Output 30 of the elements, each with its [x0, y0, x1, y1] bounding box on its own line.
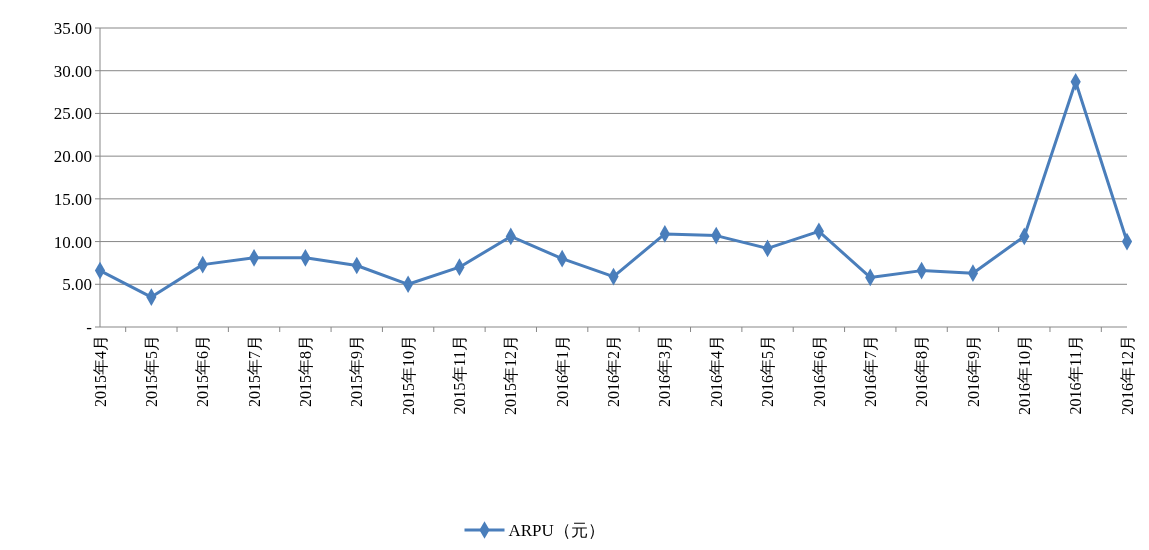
x-tick-label: 2016年7月 — [861, 335, 879, 407]
x-tick-label: 2016年5月 — [759, 335, 777, 407]
y-tick-label: 10.00 — [53, 232, 92, 252]
y-tick-label: 30.00 — [53, 61, 92, 81]
x-tick-label: 2016年6月 — [810, 335, 828, 407]
x-tick-label: 2015年7月 — [245, 335, 263, 407]
y-tick-label: 25.00 — [53, 104, 92, 124]
x-tick-label: 2015年5月 — [142, 335, 160, 407]
y-tick-label: 15.00 — [53, 189, 92, 209]
x-tick-label: 2016年11月 — [1067, 335, 1085, 415]
x-tick-label: 2015年12月 — [502, 335, 520, 415]
x-tick-label: 2016年4月 — [707, 335, 725, 407]
x-tick-label: 2016年10月 — [1015, 335, 1033, 415]
y-tick-label: - — [86, 317, 93, 337]
x-tick-label: 2015年4月 — [91, 335, 109, 407]
y-tick-label: 20.00 — [53, 147, 92, 167]
x-tick-label: 2016年12月 — [1118, 335, 1136, 415]
x-tick-label: 2016年9月 — [964, 335, 982, 407]
y-tick-label: 35.00 — [53, 18, 92, 38]
x-tick-label: 2015年10月 — [399, 335, 417, 415]
legend-label: ARPU（元） — [508, 520, 605, 540]
x-tick-label: 2015年11月 — [451, 335, 469, 415]
x-tick-label: 2015年8月 — [297, 335, 314, 407]
x-tick-label: 2015年6月 — [194, 335, 212, 407]
x-tick-label: 2016年8月 — [913, 335, 931, 407]
x-tick-label: 2015年9月 — [348, 335, 366, 407]
x-tick-label: 2016年2月 — [605, 335, 623, 407]
x-tick-label: 2016年3月 — [656, 335, 674, 407]
x-tick-label: 2016年1月 — [553, 335, 571, 407]
y-tick-label: 5.00 — [62, 275, 92, 295]
